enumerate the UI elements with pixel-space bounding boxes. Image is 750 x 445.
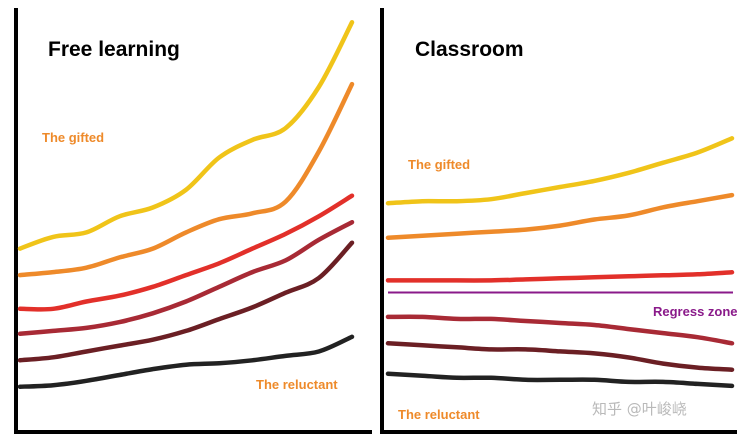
free-learning-series-line-6 <box>17 334 355 389</box>
classroom-series-line-1 <box>385 136 735 206</box>
free-learning-axes <box>14 8 372 434</box>
classroom-series <box>385 136 735 389</box>
classroom-series-line-4 <box>385 314 735 346</box>
free-learning-reluctant-label: The reluctant <box>256 377 338 392</box>
free-learning-gifted-label: The gifted <box>42 130 104 145</box>
free-learning-series-line-3 <box>17 193 355 312</box>
classroom-series-line-6 <box>385 371 735 389</box>
free-learning-series-line-2 <box>17 81 355 278</box>
free-learning-series-line-1 <box>17 20 355 251</box>
classroom-series-line-5 <box>385 341 735 372</box>
watermark-text: 知乎 @叶峻峣 <box>592 400 687 418</box>
free-learning-series-line-4 <box>17 219 355 337</box>
classroom-gifted-label: The gifted <box>408 157 470 172</box>
free-learning-title: Free learning <box>48 38 180 61</box>
classroom-reluctant-label: The reluctant <box>398 407 480 422</box>
regress-zone-label: Regress zone <box>653 304 738 319</box>
classroom-series-line-3 <box>385 270 735 283</box>
classroom-series-line-2 <box>385 192 735 240</box>
free-learning-series <box>17 20 355 389</box>
free-learning-series-line-5 <box>17 240 355 363</box>
classroom-axes <box>380 8 737 434</box>
classroom-title: Classroom <box>415 38 524 61</box>
